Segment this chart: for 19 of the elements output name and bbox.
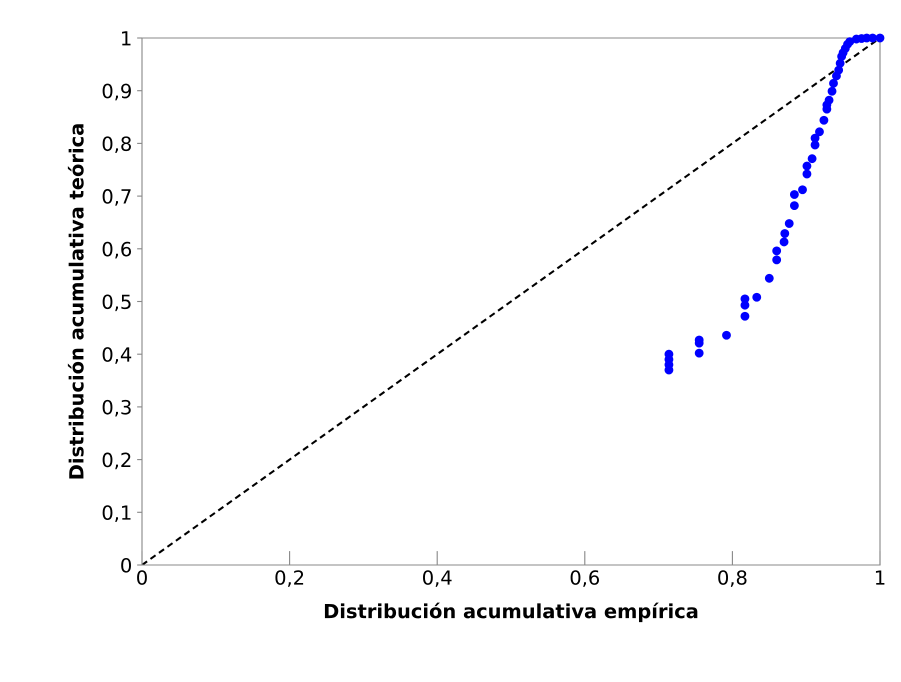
y-tick-label: 0,8 <box>102 136 131 154</box>
x-tick-label: 0 <box>137 570 147 585</box>
y-tick-label: 0,4 <box>102 347 132 364</box>
x-tick-label: 0,2 <box>275 570 304 587</box>
y-tick-label: 0,2 <box>102 452 130 470</box>
y-tick-label: 0,3 <box>102 400 131 417</box>
y-tick-label: 0,5 <box>102 294 131 312</box>
x-tick-label: 0,6 <box>570 570 600 587</box>
y-tick-label: 0,9 <box>102 84 131 100</box>
x-axis-title: Distribución acumulativa empírica <box>324 602 698 622</box>
y-tick-label: 0,1 <box>102 505 130 522</box>
y-axis-title: Distribución acumulativa teórica <box>68 124 84 478</box>
y-tick-label: 0 <box>121 558 131 573</box>
x-tick-label: 1 <box>876 570 884 585</box>
x-tick-label: 0,4 <box>423 570 452 587</box>
x-tick-label: 0,8 <box>718 570 747 587</box>
y-tick-label: 0,7 <box>102 189 131 206</box>
y-tick-label: 1 <box>122 31 130 46</box>
y-tick-label: 0,6 <box>102 242 132 258</box>
